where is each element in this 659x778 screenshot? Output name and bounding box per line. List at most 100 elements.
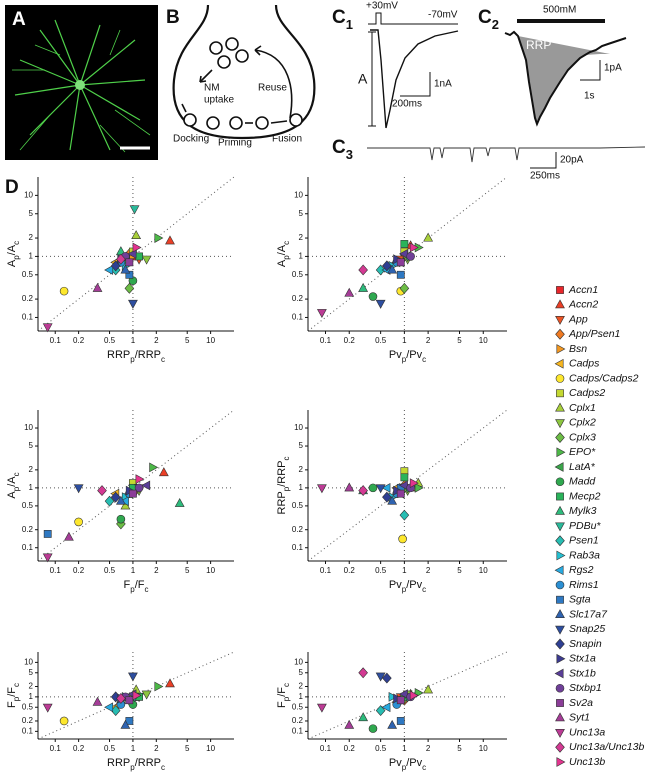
point xyxy=(110,491,121,503)
legend-label: Cplx3 xyxy=(569,431,596,443)
axis-label-part: /Pv xyxy=(406,349,422,361)
y-tick-label: 10 xyxy=(294,657,303,666)
point xyxy=(120,264,131,274)
legend-label: Accn1 xyxy=(568,284,598,296)
legend-marker xyxy=(555,299,565,309)
point xyxy=(141,480,151,491)
point xyxy=(396,717,405,725)
point xyxy=(120,719,131,729)
axis-label-sub: c xyxy=(282,683,291,687)
point xyxy=(396,270,405,279)
point xyxy=(396,696,405,705)
point xyxy=(358,264,368,276)
label: 200ms xyxy=(392,99,422,110)
legend-label: Stx1b xyxy=(569,667,596,679)
x-tick-label: 0.1 xyxy=(320,566,332,575)
axis-label-sub: p xyxy=(130,355,135,364)
point xyxy=(396,258,405,267)
point xyxy=(409,242,419,253)
point xyxy=(73,484,84,494)
legend-marker xyxy=(555,580,565,590)
point xyxy=(92,282,103,292)
x-tick-label: 0.1 xyxy=(50,566,62,575)
legend-marker xyxy=(554,462,564,472)
label: NM xyxy=(204,83,220,94)
y-tick-label: 2 xyxy=(299,233,304,242)
y-tick-label: 0.1 xyxy=(22,726,34,735)
point xyxy=(316,309,327,319)
arrows xyxy=(181,45,293,124)
legend-label: Cadps xyxy=(569,358,600,370)
legend-label: Unc13a xyxy=(569,726,605,738)
y-tick-label: 1 xyxy=(299,483,304,492)
point xyxy=(358,282,369,292)
point xyxy=(368,483,378,493)
legend-label: Unc13b xyxy=(569,756,605,768)
axis-label: Ap/Ac xyxy=(276,241,291,267)
x-tick-label: 2 xyxy=(154,566,159,575)
point xyxy=(423,684,434,694)
point xyxy=(368,292,378,301)
point xyxy=(396,489,405,498)
point xyxy=(132,690,142,701)
y-tick-label: 0.1 xyxy=(22,313,34,322)
axis-label: Fp/Fc xyxy=(124,579,149,594)
axis-label-part: /Pv xyxy=(406,579,422,591)
panel-letter: A xyxy=(12,9,26,30)
axis-label-part: /A xyxy=(6,476,18,487)
axis-label-sub: p xyxy=(12,255,21,260)
y-tick-label: 0.2 xyxy=(292,525,304,534)
label: 250ms xyxy=(530,171,560,182)
point xyxy=(125,258,134,267)
point xyxy=(104,265,114,275)
x-tick-label: 1 xyxy=(402,744,407,753)
x-tick-label: 0.2 xyxy=(344,336,356,345)
point xyxy=(368,724,378,733)
legend-label: Cplx2 xyxy=(569,417,596,429)
x-tick-label: 1 xyxy=(402,336,407,345)
legend-label: Psen1 xyxy=(569,535,599,547)
point xyxy=(382,672,392,684)
point xyxy=(104,702,114,713)
panel-letter: C1 xyxy=(332,7,353,32)
point xyxy=(399,282,410,294)
legend-marker xyxy=(556,389,564,398)
y-tick-label: 0.5 xyxy=(292,501,304,510)
legend-label: App/Psen1 xyxy=(568,328,620,340)
axis-label-sub: p xyxy=(12,486,21,491)
point xyxy=(400,473,409,482)
y-tick-label: 2 xyxy=(299,682,304,691)
x-tick-label: 5 xyxy=(185,566,190,575)
axis-label-part: F xyxy=(6,701,18,708)
point xyxy=(375,264,386,276)
letter: C xyxy=(332,7,346,28)
current-trace xyxy=(504,30,627,127)
point xyxy=(400,240,409,248)
y-tick-label: 0.1 xyxy=(292,543,304,552)
axis-label-part: RRP xyxy=(276,491,288,514)
legend-label: Stxbp1 xyxy=(569,682,602,694)
point xyxy=(104,495,115,507)
point xyxy=(128,672,138,682)
neuron xyxy=(12,19,151,153)
point xyxy=(316,484,327,494)
label: A xyxy=(358,71,368,87)
point xyxy=(344,287,355,297)
y-tick-label: 0.5 xyxy=(22,501,34,510)
point xyxy=(382,491,392,503)
legend-marker xyxy=(556,699,564,707)
point xyxy=(116,514,126,524)
x-tick-label: 10 xyxy=(206,336,215,345)
axis-label-sub: c xyxy=(144,585,148,594)
legend-marker xyxy=(555,638,565,650)
legend-marker xyxy=(555,374,565,383)
point xyxy=(64,531,74,541)
legend-label: Syt1 xyxy=(569,712,590,724)
panel-letter: D xyxy=(5,177,19,198)
x-tick-label: 0.1 xyxy=(320,744,332,753)
x-tick-label: 5 xyxy=(457,336,462,345)
point xyxy=(149,462,159,473)
point xyxy=(154,233,164,243)
x-tick-label: 0.2 xyxy=(344,566,356,575)
